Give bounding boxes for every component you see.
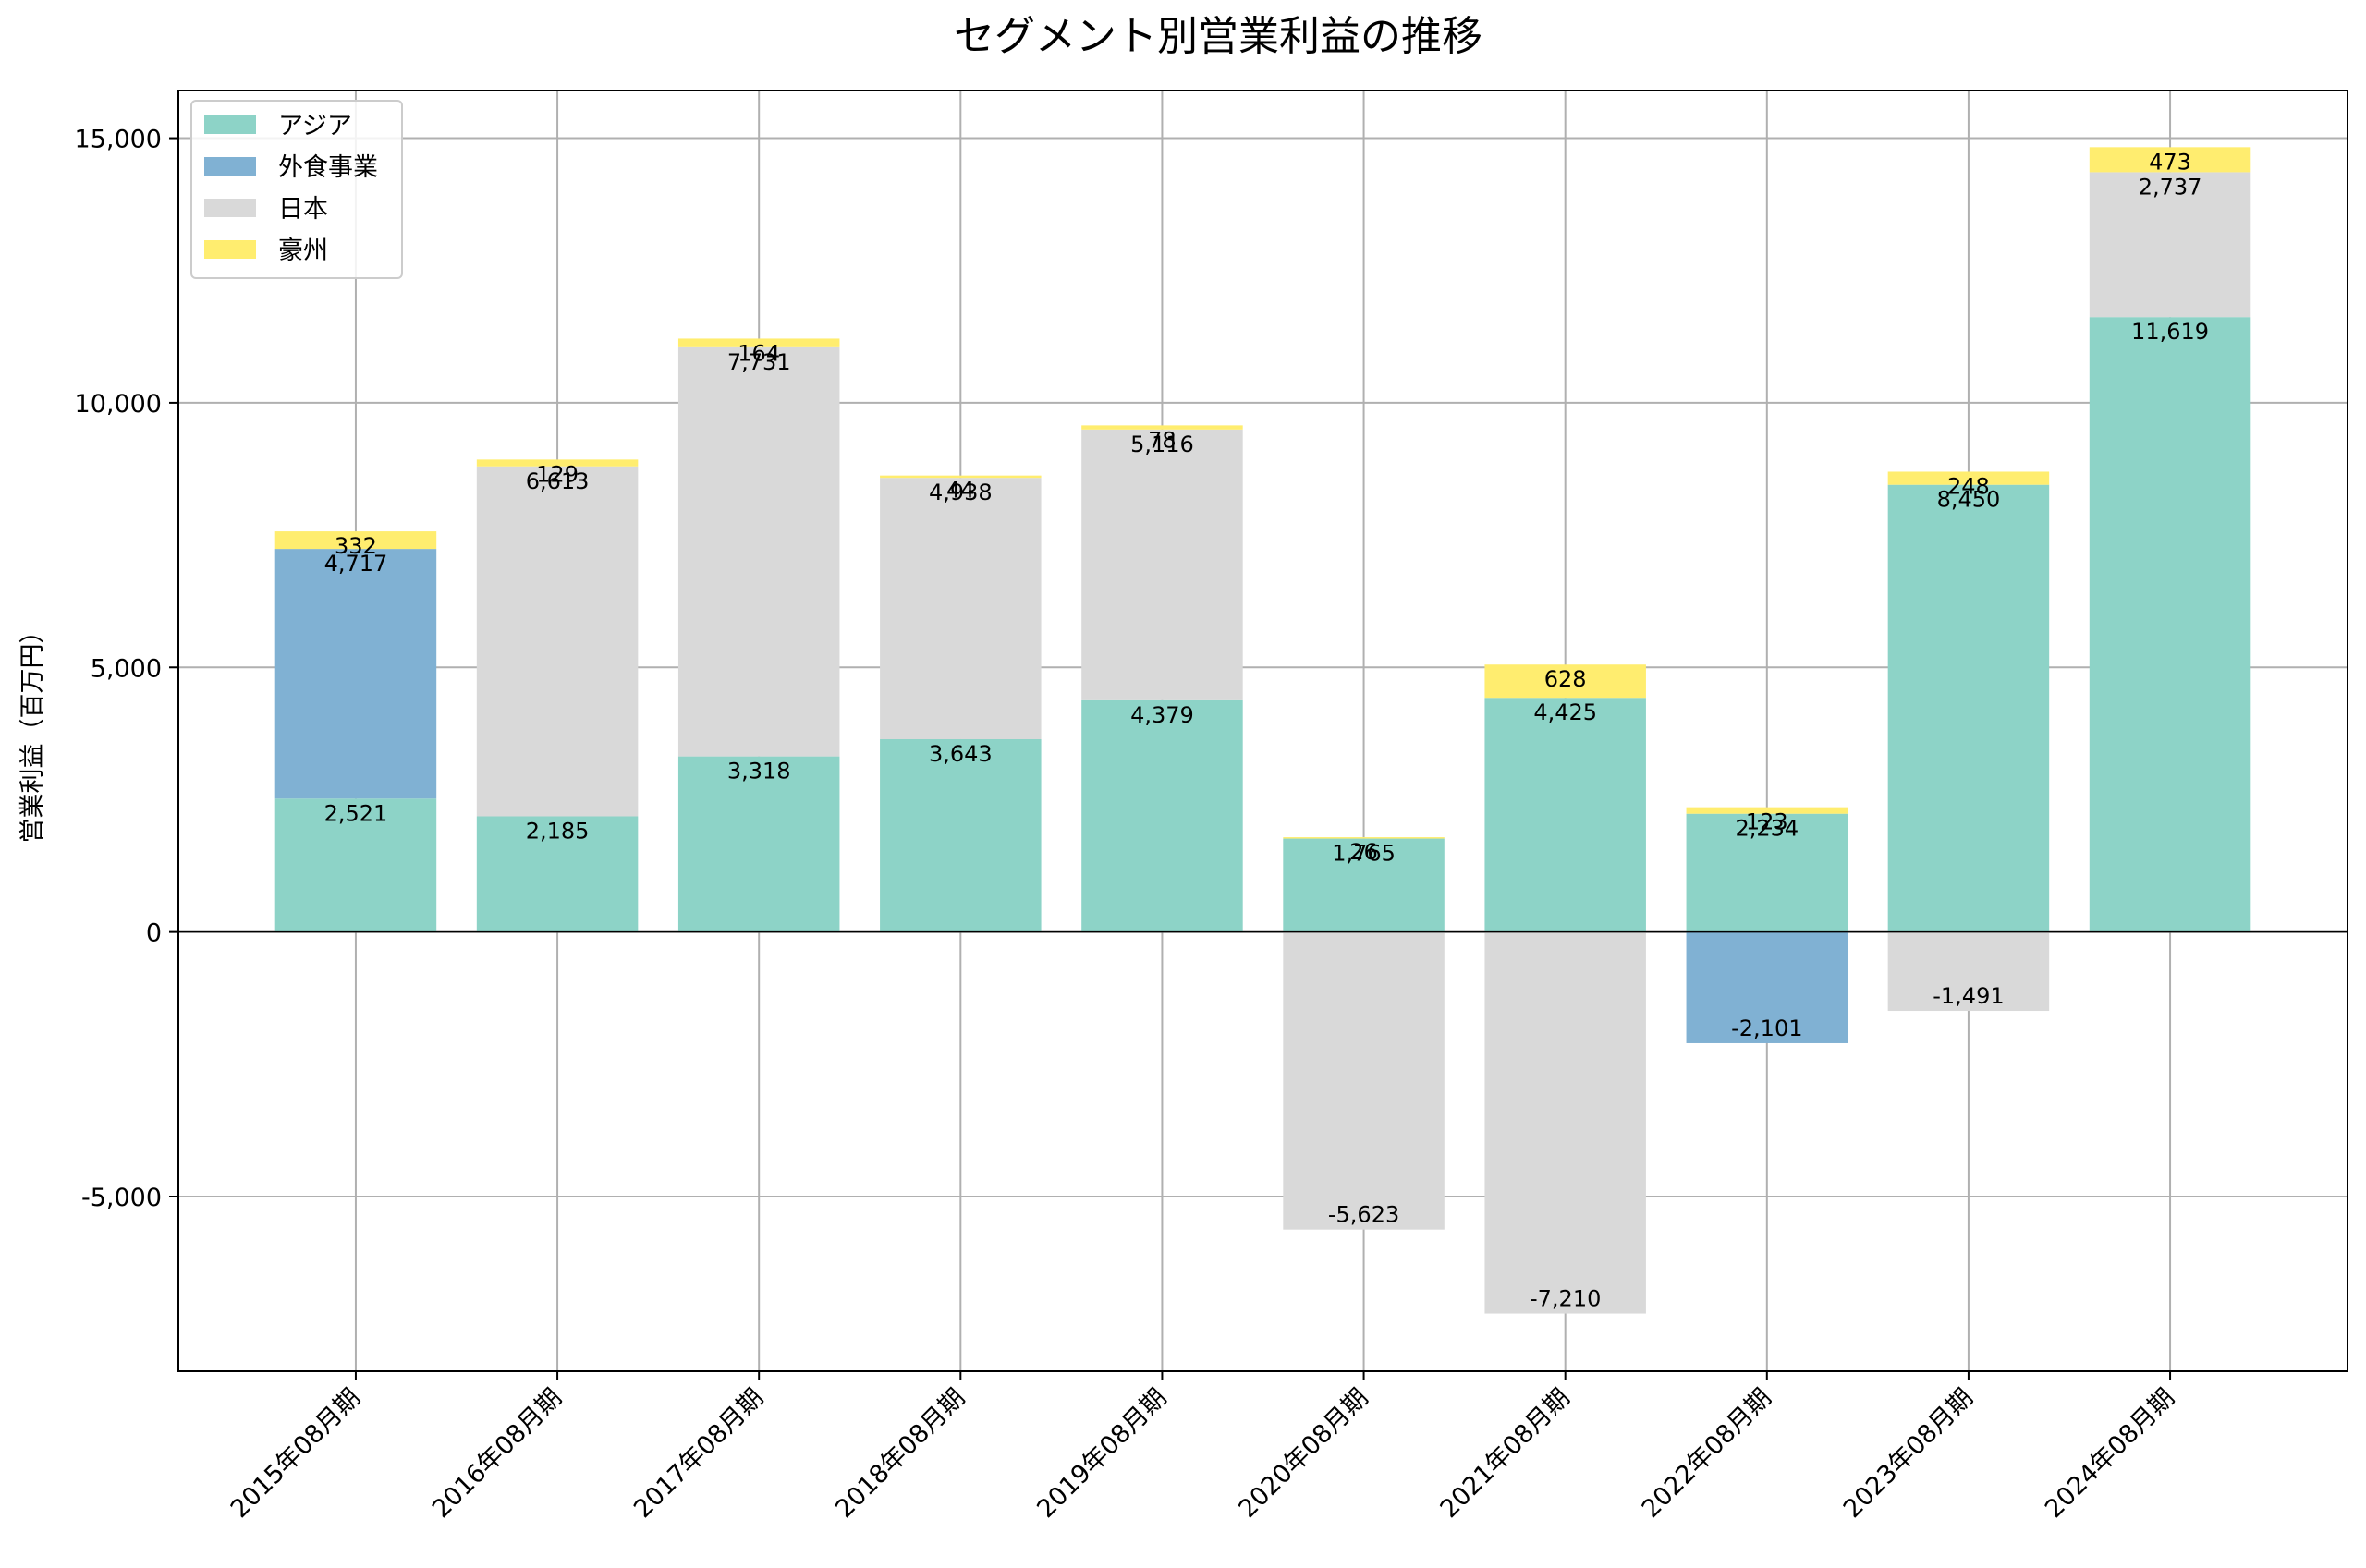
data-label: 2,737 <box>2139 174 2202 200</box>
bar-segment <box>880 478 1042 739</box>
data-label: 1,765 <box>1332 841 1396 867</box>
x-tick-label: 2017年08月期 <box>628 1383 769 1524</box>
bar-segment <box>880 738 1042 932</box>
x-tick-label: 2022年08月期 <box>1637 1383 1777 1524</box>
y-tick-label: 15,000 <box>75 126 162 154</box>
legend-label: アジア <box>278 112 352 140</box>
x-tick-label: 2019年08月期 <box>1031 1383 1172 1524</box>
bar-segment <box>2089 147 2251 173</box>
legend-swatch <box>204 240 256 259</box>
legend-label: 日本 <box>278 195 328 224</box>
bar-segment <box>1887 484 2050 932</box>
x-tick-label: 2016年08月期 <box>427 1383 567 1524</box>
bar-segment <box>476 466 639 817</box>
data-label: 4,425 <box>1533 699 1597 725</box>
x-tick-label: 2015年08月期 <box>226 1383 366 1524</box>
bar-segment <box>677 756 840 932</box>
data-label: -2,101 <box>1731 1015 1802 1041</box>
bar-segment <box>476 816 639 932</box>
bars <box>274 147 2251 1314</box>
data-label: 26 <box>1349 839 1378 865</box>
bar-segment <box>2089 172 2251 318</box>
x-tick-label: 2023年08月期 <box>1838 1383 1979 1524</box>
data-label: -7,210 <box>1530 1286 1601 1312</box>
y-tick-label: 10,000 <box>75 390 162 419</box>
bar-segment <box>880 475 1042 479</box>
data-label: 248 <box>1947 473 1990 499</box>
bar-segment <box>1081 425 1243 430</box>
data-label: 164 <box>738 340 780 366</box>
legend-swatch <box>204 199 256 217</box>
plot-frame <box>177 90 2348 1372</box>
data-label: 8,450 <box>1937 487 2001 513</box>
data-label: 2,521 <box>324 800 388 826</box>
x-tick-label: 2018年08月期 <box>830 1383 970 1524</box>
bar-segment <box>1283 837 1445 839</box>
bar-segment <box>1686 807 1848 814</box>
data-label: 4,717 <box>324 551 388 577</box>
data-label: 332 <box>335 533 377 559</box>
data-label: 5,116 <box>1130 432 1194 457</box>
bar-segment <box>1283 838 1445 932</box>
bar-segment <box>677 338 840 347</box>
y-axis-label: 営業利益（百万円） <box>18 619 47 844</box>
bar-segment <box>274 531 437 550</box>
data-label: 4,938 <box>929 480 993 505</box>
data-label: 7,731 <box>727 349 791 375</box>
data-label: -5,623 <box>1328 1202 1399 1228</box>
data-label: 6,613 <box>526 468 590 494</box>
y-tick-label: 0 <box>146 919 162 948</box>
data-label: 628 <box>1544 666 1587 692</box>
bar-segment <box>1484 931 1646 1314</box>
x-tick-label: 2021年08月期 <box>1435 1383 1576 1524</box>
legend-swatch <box>204 115 256 134</box>
bar-segment <box>476 459 639 467</box>
data-label: 3,643 <box>929 741 993 767</box>
data-label: -1,491 <box>1933 983 2004 1009</box>
bar-segment <box>1887 471 2050 485</box>
bar-segment <box>1484 664 1646 699</box>
legend-label: 豪州 <box>278 237 328 265</box>
data-label: 3,318 <box>727 759 791 784</box>
x-tick-label: 2020年08月期 <box>1233 1383 1373 1524</box>
data-label: 44 <box>946 478 975 504</box>
chart-title: セグメント別営業利益の推移 <box>954 13 1482 60</box>
y-tick-label: 5,000 <box>91 654 162 683</box>
data-label: 2,185 <box>526 818 590 844</box>
bar-segment <box>1686 813 1848 932</box>
data-label: 473 <box>2149 149 2191 175</box>
bar-segment <box>1081 429 1243 700</box>
data-label: 11,619 <box>2131 319 2209 345</box>
data-label: 123 <box>1746 809 1788 835</box>
x-tick-label: 2024年08月期 <box>2040 1383 2180 1524</box>
legend-label: 外食事業 <box>278 153 378 182</box>
bar-segment <box>2089 317 2251 932</box>
bar-segment <box>1484 698 1646 932</box>
x-axis-ticks: 2015年08月期 2016年08月期 2017年08月期 2018年08月期 2019… <box>226 1371 2180 1524</box>
data-label: 129 <box>536 461 579 487</box>
bar-segment <box>1283 931 1445 1230</box>
legend-swatch <box>204 157 256 176</box>
bar-segment <box>274 798 437 932</box>
bar-segment <box>1887 931 2050 1012</box>
bar-segment <box>1081 699 1243 932</box>
legend-box <box>190 100 403 279</box>
bar-segment <box>677 346 840 757</box>
y-axis-ticks: -5,000 0 5,000 10,000 15,000 <box>75 126 178 1212</box>
data-label: 2,234 <box>1735 816 1799 842</box>
data-label: 4,379 <box>1130 702 1194 728</box>
y-tick-label: -5,000 <box>81 1184 162 1212</box>
data-label: 78 <box>1148 427 1177 453</box>
bar-segment <box>274 549 437 799</box>
bar-segment <box>1686 931 1848 1043</box>
